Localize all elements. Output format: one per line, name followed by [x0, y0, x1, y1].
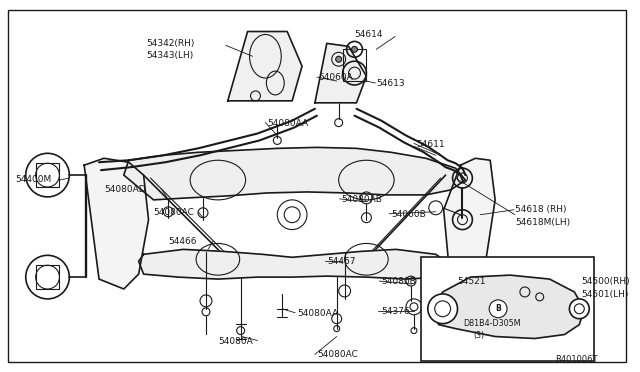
Text: 54343(LH): 54343(LH)	[147, 51, 194, 60]
Circle shape	[277, 200, 307, 230]
Text: 54614: 54614	[355, 29, 383, 39]
Circle shape	[336, 56, 342, 62]
Text: B: B	[495, 304, 501, 313]
Polygon shape	[444, 158, 495, 284]
Text: 54613: 54613	[376, 79, 405, 88]
Text: 54060B: 54060B	[391, 210, 426, 219]
Text: 54080AC: 54080AC	[154, 208, 195, 217]
Circle shape	[570, 299, 589, 319]
Bar	[421, 257, 594, 361]
Polygon shape	[84, 158, 148, 289]
Text: R401006T: R401006T	[556, 355, 598, 364]
Text: 54080AA: 54080AA	[268, 119, 308, 128]
Text: 54500(RH): 54500(RH)	[581, 277, 630, 286]
Text: 54611: 54611	[416, 141, 445, 150]
Text: 54080B: 54080B	[381, 277, 416, 286]
Text: 54080AB: 54080AB	[342, 195, 383, 204]
Text: 54521: 54521	[458, 277, 486, 286]
Text: 54080AD: 54080AD	[104, 185, 146, 194]
Text: 54342(RH): 54342(RH)	[147, 39, 195, 48]
Circle shape	[489, 300, 507, 318]
Text: 54080AA: 54080AA	[297, 309, 338, 318]
Bar	[36, 265, 60, 289]
Polygon shape	[315, 44, 367, 103]
Text: 54467: 54467	[327, 257, 355, 266]
Polygon shape	[124, 147, 465, 200]
Circle shape	[351, 46, 358, 52]
Text: 54080AC: 54080AC	[317, 350, 358, 359]
Polygon shape	[433, 275, 584, 339]
Text: D81B4-D305M: D81B4-D305M	[463, 319, 521, 328]
Text: 54466: 54466	[168, 237, 197, 247]
Text: 54501(LH): 54501(LH)	[581, 290, 628, 299]
Text: 54060A: 54060A	[318, 73, 353, 82]
Text: 54080A: 54080A	[218, 337, 253, 346]
Text: 54618 (RH): 54618 (RH)	[515, 205, 566, 214]
Text: 54376: 54376	[381, 307, 410, 316]
Bar	[342, 49, 367, 81]
Polygon shape	[228, 32, 302, 101]
Text: 54400M: 54400M	[15, 175, 51, 184]
Circle shape	[428, 294, 458, 324]
Text: (3): (3)	[474, 331, 484, 340]
Bar	[36, 163, 60, 187]
Text: 54618M(LH): 54618M(LH)	[515, 218, 570, 227]
Polygon shape	[139, 249, 451, 279]
